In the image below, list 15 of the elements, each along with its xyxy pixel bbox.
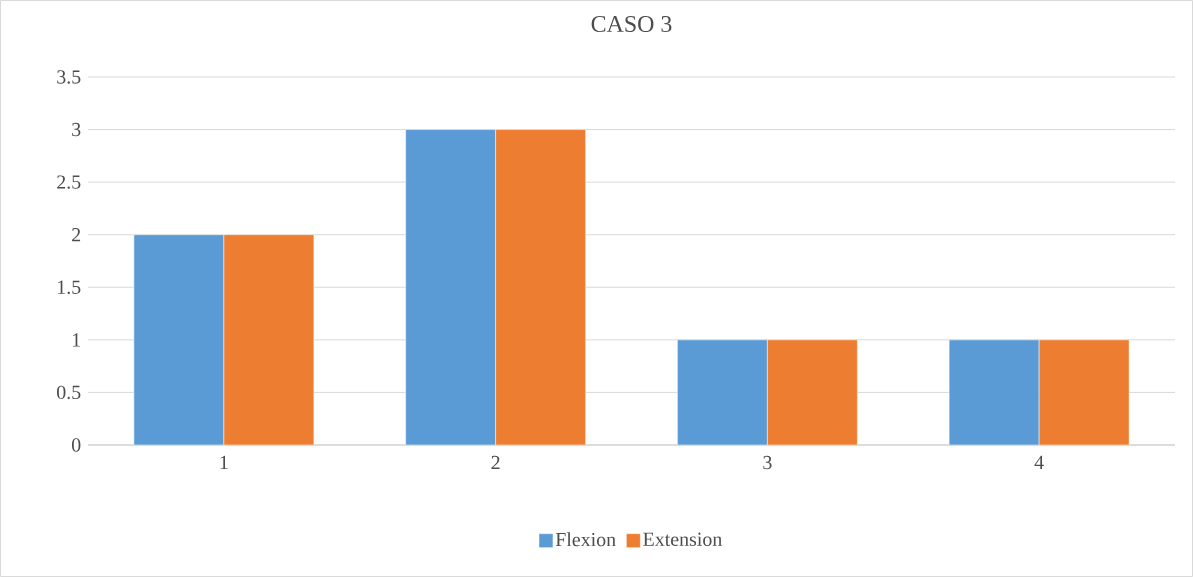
x-tick-label: 4 [1034, 455, 1044, 469]
y-tick-label: 3 [72, 122, 81, 137]
y-tick-label: 0.5 [57, 385, 81, 400]
legend-label: Extension [643, 532, 722, 546]
x-tick-label: 2 [491, 455, 500, 470]
chart-title: CASO 3 [591, 15, 672, 33]
y-tick-label: 0 [71, 438, 81, 452]
x-tick-label: 3 [763, 455, 772, 470]
x-tick-label: 1 [220, 455, 228, 469]
y-tick-label: 1 [72, 333, 80, 347]
legend-label: Flexion [555, 532, 616, 547]
y-tick-label: 3.5 [57, 70, 81, 84]
y-tick-label: 2.5 [57, 175, 81, 189]
y-tick-label: 2 [72, 228, 81, 242]
y-tick-label: 1.5 [58, 280, 81, 294]
